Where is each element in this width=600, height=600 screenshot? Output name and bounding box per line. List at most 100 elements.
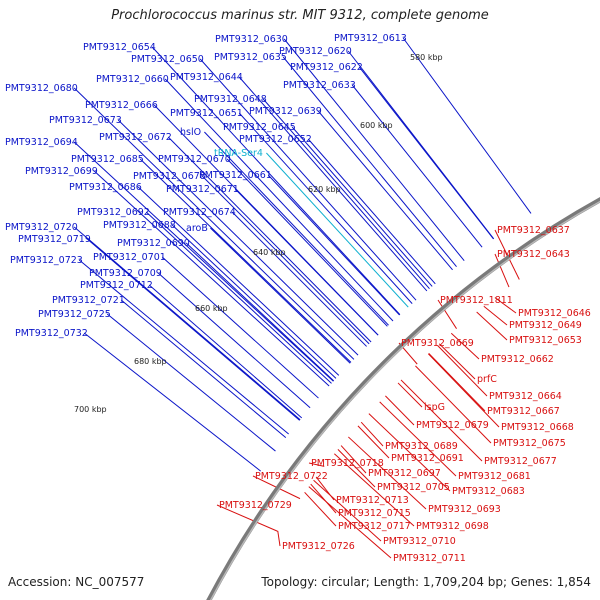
leader-line bbox=[266, 152, 409, 308]
reverse-gene-label: PMT9312_0693 bbox=[428, 504, 501, 515]
leader-line bbox=[210, 227, 351, 364]
forward-gene-label: PMT9312_0671 bbox=[166, 184, 239, 195]
reverse-gene-label: PMT9312_1811 bbox=[440, 295, 513, 306]
kbp-tick-label: 600 kbp bbox=[360, 121, 393, 130]
leader-line bbox=[157, 272, 311, 409]
forward-gene-label: PMT9312_0720 bbox=[5, 222, 78, 233]
forward-gene-label: PMT9312_0650 bbox=[131, 54, 204, 65]
leader-line bbox=[402, 37, 532, 214]
reverse-gene-label: PMT9312_0646 bbox=[518, 308, 591, 319]
reverse-gene-label: PMT9312_0717 bbox=[338, 521, 411, 532]
leader-line bbox=[494, 229, 520, 280]
leader-line bbox=[216, 504, 278, 532]
forward-gene-label: PMT9312_0709 bbox=[89, 268, 162, 279]
leader-line bbox=[368, 413, 451, 492]
forward-gene-label: PMT9312_0692 bbox=[77, 207, 150, 218]
leader-line bbox=[307, 138, 436, 285]
leader-line bbox=[283, 38, 465, 262]
leader-line bbox=[397, 382, 423, 408]
forward-gene-label: PMT9312_0639 bbox=[249, 106, 322, 117]
forward-gene-label: PMT9312_0712 bbox=[80, 280, 153, 291]
kbp-tick-label: 620 kbp bbox=[308, 185, 341, 194]
reverse-gene-label: PMT9312_0669 bbox=[401, 338, 474, 349]
reverse-gene-label: PMT9312_0643 bbox=[497, 249, 570, 260]
forward-gene-label: PMT9312_0719 bbox=[18, 234, 91, 245]
kbp-tick-label: 680 kbp bbox=[134, 357, 167, 366]
leader-line bbox=[291, 126, 433, 287]
reverse-gene-label: PMT9312_0722 bbox=[255, 471, 328, 482]
leader-line bbox=[385, 395, 415, 426]
forward-gene-label: PMT9312_0645 bbox=[223, 122, 296, 133]
reverse-gene-label: PMT9312_0664 bbox=[489, 391, 562, 402]
leader-line bbox=[137, 186, 340, 376]
reverse-gene-label: PMT9312_0710 bbox=[383, 536, 456, 547]
reverse-gene-label: PMT9312_0697 bbox=[368, 468, 441, 479]
label-leader-lines bbox=[73, 37, 532, 559]
reverse-gene-label: PMT9312_0726 bbox=[282, 541, 355, 552]
reverse-gene-label: PMT9312_0667 bbox=[487, 406, 560, 417]
genome-summary: Topology: circular; Length: 1,709,204 bp… bbox=[261, 575, 591, 589]
leader-line bbox=[73, 226, 301, 421]
leader-line bbox=[73, 141, 334, 382]
forward-gene-label: PMT9312_0673 bbox=[49, 115, 122, 126]
leader-line bbox=[204, 131, 389, 326]
leader-line bbox=[167, 136, 372, 343]
kbp-ticks: 580 kbp 600 kbp 620 kbp 640 kbp 660 kbp 680 k… bbox=[74, 53, 443, 414]
leader-line bbox=[437, 345, 488, 397]
reverse-gene-label: PMT9312_0668 bbox=[501, 422, 574, 433]
forward-gene-label: PMT9312_0725 bbox=[38, 309, 111, 320]
reverse-gene-label: PMT9312_0681 bbox=[458, 471, 531, 482]
leader-line bbox=[308, 486, 392, 559]
leader-line bbox=[86, 238, 300, 421]
forward-gene-label: PMT9312_0622 bbox=[290, 62, 363, 73]
forward-gene-label: PMT9312_0613 bbox=[334, 33, 407, 44]
forward-gene-label: aroB bbox=[186, 223, 208, 234]
reverse-gene-label: PMT9312_0705 bbox=[377, 482, 450, 493]
leader-line bbox=[148, 284, 303, 419]
leader-line bbox=[494, 297, 517, 314]
reverse-gene-label: PMT9312_0675 bbox=[493, 438, 566, 449]
reverse-gene-label: PMT9312_0683 bbox=[452, 486, 525, 497]
leader-line bbox=[171, 224, 337, 379]
leader-line bbox=[238, 112, 413, 304]
reverse-gene-label: PMT9312_0713 bbox=[336, 495, 409, 506]
leader-line bbox=[151, 46, 401, 315]
reverse-gene-label: PMT9312_0691 bbox=[391, 453, 464, 464]
leader-line bbox=[358, 66, 494, 240]
leader-line bbox=[351, 84, 483, 248]
forward-gene-label: PMT9312_0652 bbox=[239, 134, 312, 145]
leader-line bbox=[348, 436, 427, 510]
leader-line bbox=[476, 311, 508, 341]
leader-line bbox=[93, 170, 330, 387]
leader-line bbox=[282, 56, 457, 267]
leader-line bbox=[334, 453, 415, 527]
reverse-gene-label: PMT9312_0637 bbox=[497, 225, 570, 236]
leader-line bbox=[117, 119, 359, 356]
forward-gene-label: PMT9312_0680 bbox=[5, 83, 78, 94]
forward-gene-label: PMT9312_0666 bbox=[85, 100, 158, 111]
forward-gene-label: hslO bbox=[180, 127, 201, 138]
leader-line bbox=[73, 87, 355, 360]
leader-line bbox=[106, 313, 276, 452]
reverse-gene-label: PMT9312_0715 bbox=[338, 508, 411, 519]
leader-line bbox=[185, 242, 335, 382]
genome-backbone bbox=[206, 197, 600, 600]
leader-line bbox=[201, 175, 370, 345]
leader-line bbox=[428, 352, 486, 412]
forward-gene-label: PMT9312_0690 bbox=[117, 238, 190, 249]
reverse-gene-label: PMT9312_0718 bbox=[311, 458, 384, 469]
forward-gene-label: PMT9312_0635 bbox=[214, 52, 287, 63]
leader-line bbox=[337, 449, 376, 488]
forward-gene-label: PMT9312_0686 bbox=[69, 182, 142, 193]
backbone-arc bbox=[209, 200, 600, 600]
leader-line bbox=[267, 174, 400, 316]
leader-line bbox=[450, 332, 480, 360]
leader-line bbox=[161, 256, 319, 399]
forward-gene-label: PMT9312_0630 bbox=[215, 34, 288, 45]
leader-line bbox=[310, 483, 337, 514]
forward-gene-label: PMT9312_0732 bbox=[15, 328, 88, 339]
leader-line bbox=[164, 78, 394, 322]
forward-gene-label: tRNA-Ser4 bbox=[214, 148, 263, 159]
forward-gene-label: PMT9312_0654 bbox=[83, 42, 156, 53]
